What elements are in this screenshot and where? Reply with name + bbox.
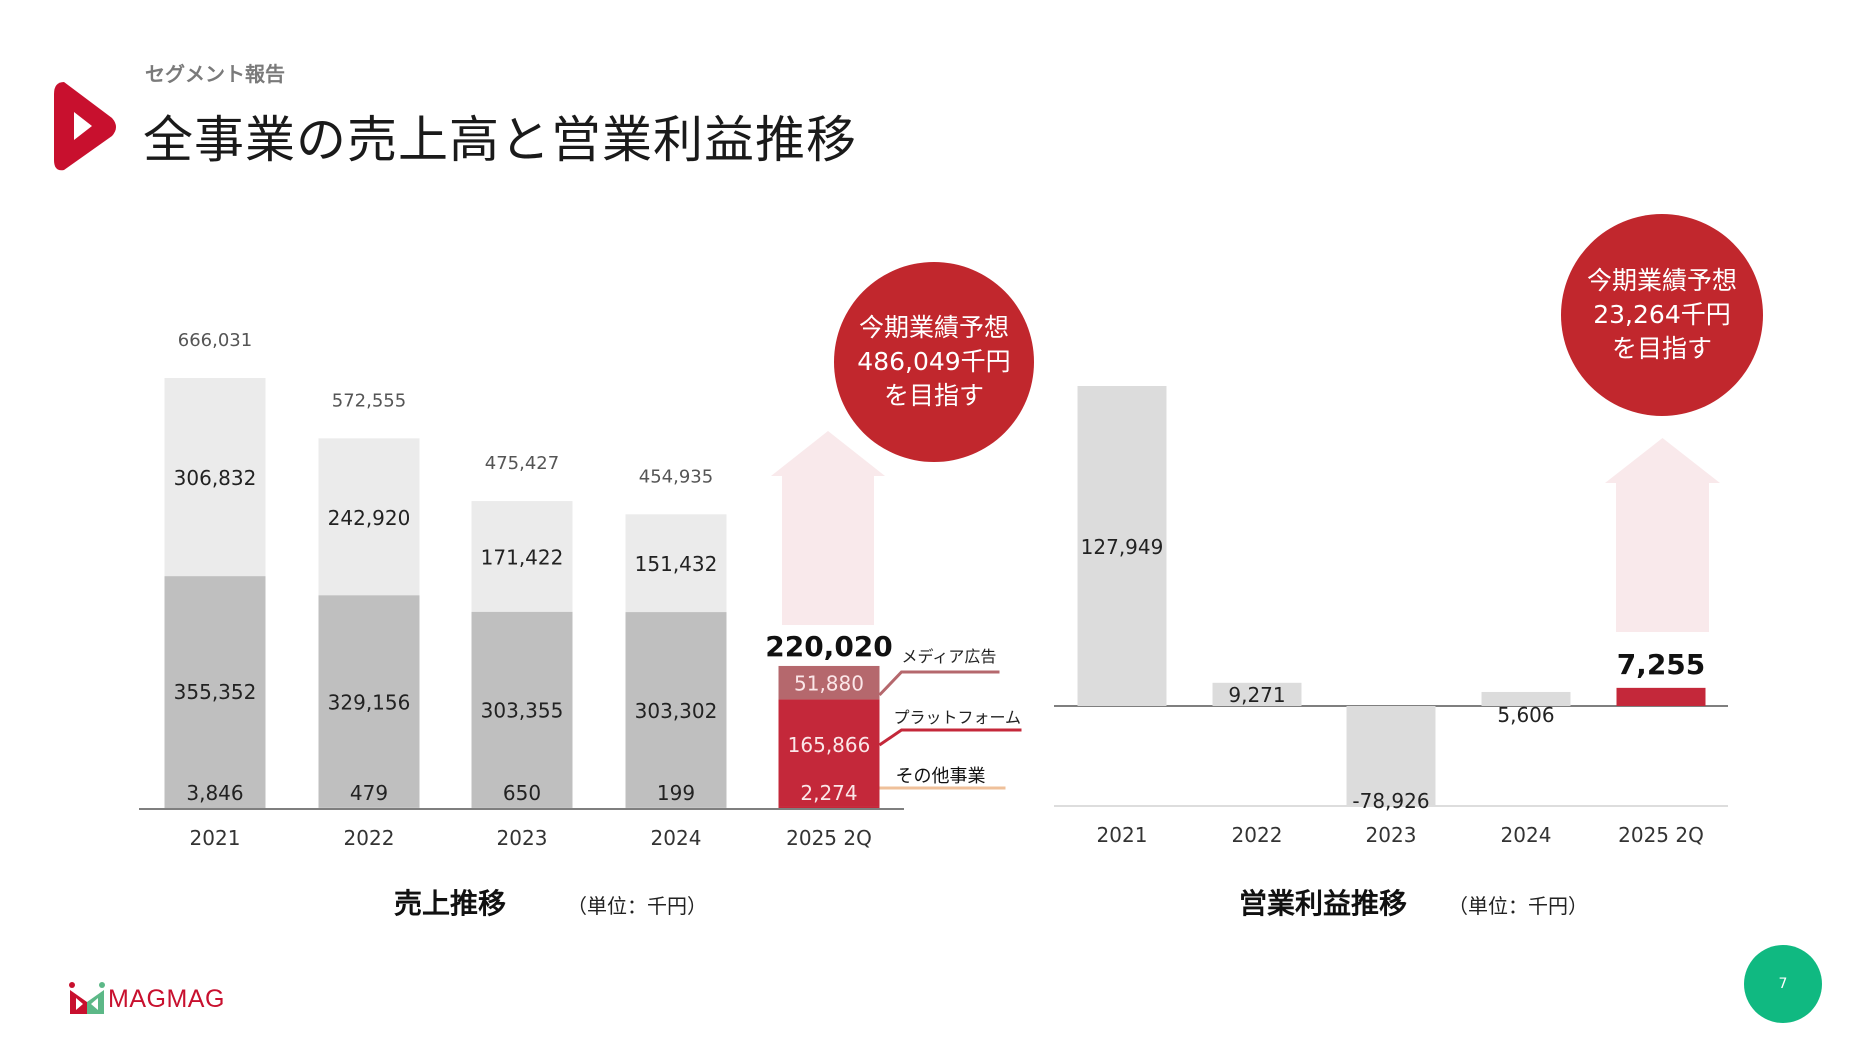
bar-platform-2025 2Q — [778, 699, 880, 807]
bar-profit-2024 — [1481, 691, 1571, 706]
bar-media-2025 2Q — [778, 665, 880, 700]
label-profit-2021: 127,949 — [1081, 535, 1164, 559]
bar-profit-2023 — [1346, 706, 1436, 806]
total-2025 2Q: 220,020 — [765, 630, 893, 663]
x-tick-2022: 2022 — [344, 826, 395, 850]
x-tick-profit-2025 2Q: 2025 2Q — [1618, 823, 1704, 847]
play-logo-icon — [54, 82, 116, 171]
label-platform-2024: 303,302 — [635, 699, 718, 723]
section-label: セグメント報告 — [145, 62, 285, 86]
bar-media-2021 — [164, 378, 266, 577]
label-other-2022: 479 — [350, 781, 388, 805]
label-platform-2025 2Q: 165,866 — [788, 733, 871, 757]
label-profit-2022: 9,271 — [1228, 683, 1285, 707]
x-tick-2024: 2024 — [651, 826, 702, 850]
bar-profit-2021 — [1077, 386, 1167, 706]
x-tick-profit-2023: 2023 — [1366, 823, 1417, 847]
x-tick-2023: 2023 — [497, 826, 548, 850]
x-tick-profit-2022: 2022 — [1232, 823, 1283, 847]
legend-platform: プラットフォーム — [894, 708, 1022, 727]
x-tick-profit-2024: 2024 — [1501, 823, 1552, 847]
label-profit-2024: 5,606 — [1497, 703, 1554, 727]
growth-arrow-profit — [1605, 438, 1720, 632]
bar-platform-2023 — [471, 611, 573, 808]
label-media-2024: 151,432 — [635, 552, 718, 576]
brand-name: MAGMAG — [108, 985, 225, 1013]
target-circle-sales-text-2: を目指す — [884, 381, 984, 410]
legend-line-media — [878, 670, 1000, 697]
label-media-2025 2Q: 51,880 — [794, 672, 864, 696]
legend-media: メディア広告 — [902, 647, 997, 666]
legend-other: その他事業 — [896, 766, 986, 787]
bar-other-2025 2Q — [778, 806, 880, 808]
target-circle-profit — [1561, 214, 1763, 416]
target-circle-profit-text-1: 23,264千円 — [1593, 300, 1730, 329]
total-2023: 475,427 — [485, 453, 559, 474]
label-other-2025 2Q: 2,274 — [800, 781, 857, 805]
unit-label-profit: （単位：千円） — [1448, 894, 1588, 918]
unit-label-sales: （単位：千円） — [567, 894, 707, 918]
bar-profit-2025 2Q — [1616, 687, 1706, 706]
target-circle-sales — [834, 262, 1034, 462]
label-profit-2023: -78,926 — [1352, 789, 1429, 813]
label-media-2022: 242,920 — [328, 506, 411, 530]
x-tick-2021: 2021 — [190, 826, 241, 850]
bar-media-2023 — [471, 501, 573, 612]
legend-line-platform — [878, 728, 1022, 747]
page-number-badge: 7 — [1744, 945, 1822, 1023]
total-2021: 666,031 — [178, 330, 252, 351]
target-circle-profit-text-0: 今期業績予想 — [1587, 266, 1737, 295]
growth-arrow-sales — [771, 431, 885, 625]
chart-title-sales: 売上推移 — [394, 887, 506, 920]
bar-other-2021 — [164, 805, 266, 808]
label-media-2021: 306,832 — [174, 466, 257, 490]
total-2024: 454,935 — [639, 466, 713, 487]
bar-media-2022 — [318, 438, 420, 596]
bar-platform-2022 — [318, 595, 420, 808]
target-circle-sales-text-1: 486,049千円 — [857, 347, 1010, 376]
bar-platform-2024 — [625, 612, 727, 808]
page-title: 全事業の売上高と営業利益推移 — [143, 111, 857, 169]
label-media-2023: 171,422 — [481, 545, 564, 569]
label-other-2024: 199 — [657, 781, 695, 805]
label-other-2023: 650 — [503, 781, 541, 805]
target-circle-profit-text-2: を目指す — [1612, 334, 1712, 363]
target-circle-sales-text-0: 今期業績予想 — [859, 313, 1009, 342]
bar-profit-2022 — [1212, 682, 1302, 706]
label-platform-2021: 355,352 — [174, 680, 257, 704]
label-platform-2022: 329,156 — [328, 690, 411, 714]
total-2022: 572,555 — [332, 390, 406, 411]
bar-media-2024 — [625, 514, 727, 613]
label-other-2021: 3,846 — [186, 781, 243, 805]
chart-title-profit: 営業利益推移 — [1239, 887, 1407, 920]
magmag-logo-icon — [69, 982, 105, 1014]
x-tick-profit-2021: 2021 — [1097, 823, 1148, 847]
label-profit-2025 2Q: 7,255 — [1617, 648, 1706, 681]
x-tick-2025 2Q: 2025 2Q — [786, 826, 872, 850]
label-platform-2023: 303,355 — [481, 699, 564, 723]
bar-platform-2021 — [164, 576, 266, 806]
